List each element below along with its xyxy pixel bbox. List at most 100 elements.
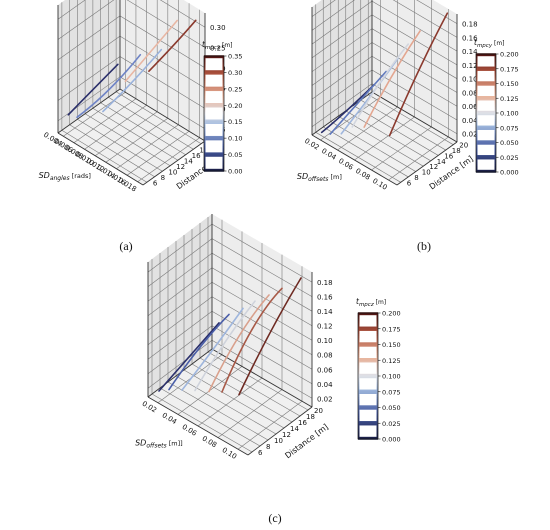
colorbar-strip [476, 142, 496, 145]
colorbar-strip [204, 69, 224, 72]
colorbar-strip [358, 407, 378, 410]
gridline [116, 124, 179, 169]
colorbar-title: tmpcz [m] [356, 297, 386, 308]
gridline [368, 94, 454, 145]
gridline [147, 311, 213, 360]
gridline [311, 55, 373, 100]
gridline [147, 325, 213, 375]
gridline [69, 124, 155, 178]
colorbar-strip [476, 113, 496, 116]
gridline [211, 310, 313, 370]
gridline [100, 102, 186, 156]
z-tick-label: 0.06 [462, 103, 478, 111]
colorbar-tick-label: 0.075 [382, 388, 401, 396]
colorbar-strip [476, 99, 496, 102]
z-tick-label: 0.25 [210, 45, 226, 53]
y-tick-label: 6 [407, 179, 412, 187]
colorbar-band [477, 129, 495, 141]
colorbar-strip [358, 436, 378, 440]
z-tick-label: 0.08 [317, 352, 333, 360]
colorbar-tick-label: 0.25 [228, 85, 242, 93]
axis-edge [247, 406, 313, 456]
colorbar-strip [476, 128, 496, 132]
gridline [119, 35, 206, 89]
colorbar-band [477, 85, 495, 97]
colorbar-band [359, 378, 377, 390]
colorbar-band [359, 346, 377, 359]
gridline [151, 393, 253, 453]
colorbar-band [205, 74, 223, 87]
colorbar-strip [358, 405, 378, 408]
gridline [147, 223, 213, 273]
gridline [211, 223, 313, 283]
colorbar-title: tmpcx [m] [202, 40, 233, 51]
colorbar-tick-label: 0.200 [500, 51, 519, 59]
gridline [147, 252, 213, 302]
gridline [371, 42, 458, 93]
gridline [237, 400, 303, 450]
y-tick-label: 12 [176, 163, 185, 171]
y-tick-label: 6 [153, 179, 158, 187]
z-tick-label: 0.16 [317, 294, 333, 302]
colorbar-tick-label: 0.150 [500, 80, 519, 88]
gridline [338, 115, 424, 167]
back-pane [120, 0, 205, 141]
colorbar: 0.200 0.175 0.150 0.125 0.100 0.075 0.050 0.025… [356, 297, 401, 444]
gridline [159, 0, 206, 28]
z-tick-label: 0.18 [317, 279, 333, 287]
gridline [211, 252, 313, 312]
gridline [105, 118, 168, 163]
gridline [92, 107, 179, 161]
caption-b: (b) [417, 239, 431, 253]
z-tick-label: 0.14 [462, 48, 478, 56]
gridline [345, 110, 431, 162]
colorbar-strip [204, 151, 224, 155]
data-series-line [238, 277, 302, 396]
x-tick-label: 0.02 [303, 137, 320, 152]
gridline [108, 96, 194, 150]
gridline [159, 387, 261, 447]
gridline [197, 377, 263, 427]
data-series-line [351, 43, 409, 128]
y-tick-label: 18 [306, 413, 315, 421]
gridline [311, 28, 373, 72]
colorbar-strip [204, 138, 224, 141]
colorbar-band [477, 159, 495, 170]
colorbar-title: tmpcy [m] [474, 38, 505, 49]
y-tick-label: 10 [422, 169, 431, 177]
axis-edge [311, 134, 398, 186]
colorbar-band [359, 425, 377, 437]
z-tick-label: 0.02 [317, 395, 333, 403]
gridline [119, 56, 206, 109]
gridline [84, 113, 171, 167]
colorbar-tick-label: 0.075 [500, 124, 519, 132]
x-tick-label: 0.10 [221, 446, 238, 461]
colorbar-tick-label: 0.150 [382, 341, 401, 349]
colorbar-band [205, 58, 223, 71]
colorbar-strip [204, 105, 224, 109]
gridline [311, 69, 373, 114]
colorbar-band [477, 56, 495, 67]
gridline [311, 0, 336, 17]
y-tick-label: 6 [258, 449, 263, 457]
gridline [311, 42, 373, 86]
colorbar-strip [204, 119, 224, 122]
gridline [337, 106, 398, 151]
colorbar-tick-label: 0.000 [500, 169, 519, 177]
colorbar-band [205, 140, 223, 153]
gridline [147, 296, 213, 345]
colorbar-frame [203, 55, 225, 172]
gridline [175, 375, 277, 435]
z-tick-label: 0.12 [462, 62, 478, 70]
data-series-line [148, 19, 197, 72]
colorbar-strip [204, 102, 224, 105]
data-series-line [329, 70, 387, 135]
data-series-line [363, 30, 421, 128]
colorbar-band [477, 115, 495, 126]
colorbar-tick-label: 0.125 [382, 357, 401, 365]
x-tick-label: 0.08 [201, 434, 218, 449]
axis-edge [119, 88, 206, 142]
colorbar: 0.200 0.175 0.150 0.125 0.100 0.075 0.050 0.025… [474, 38, 519, 177]
colorbar-tick-label: 0.175 [500, 65, 519, 73]
